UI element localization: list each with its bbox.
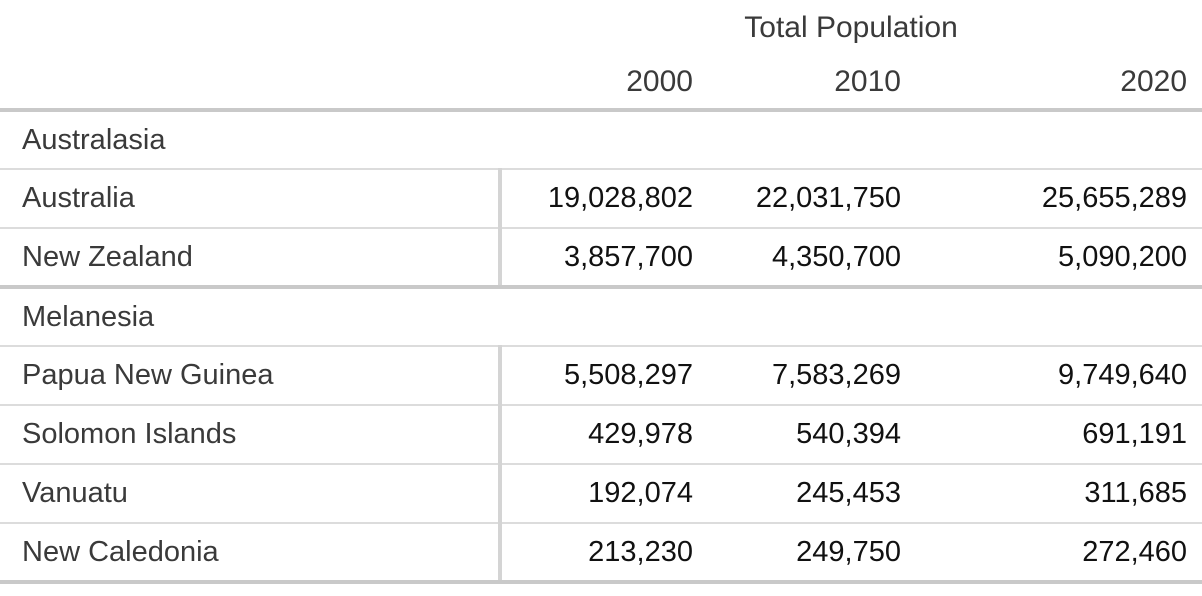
cell-value: 429,978	[498, 405, 708, 465]
cell-value: 245,453	[708, 464, 916, 524]
column-header-2020: 2020	[916, 55, 1202, 112]
row-label: Vanuatu	[0, 464, 500, 524]
cell-value: 9,749,640	[916, 346, 1202, 406]
row-label: New Caledonia	[0, 523, 500, 584]
cell-value: 272,460	[916, 523, 1202, 584]
cell-value: 311,685	[916, 464, 1202, 524]
spanning-header-row: Total Population	[0, 0, 1202, 55]
table-header: Total Population 2000 2010 2020	[0, 0, 1202, 112]
row-label-spacer	[0, 55, 500, 112]
cell-value: 691,191	[916, 405, 1202, 465]
cell-value: 540,394	[708, 405, 916, 465]
section-row-australasia: Australasia	[0, 110, 1202, 170]
cell-value: 19,028,802	[498, 169, 708, 229]
table-row: New Zealand 3,857,700 4,350,700 5,090,20…	[0, 228, 1202, 289]
row-label: New Zealand	[0, 228, 500, 289]
section-row-melanesia: Melanesia	[0, 287, 1202, 347]
table-row: Solomon Islands 429,978 540,394 691,191	[0, 405, 1202, 465]
cell-value: 4,350,700	[708, 228, 916, 289]
cell-value: 25,655,289	[916, 169, 1202, 229]
table-body: Australasia Australia 19,028,802 22,031,…	[0, 110, 1202, 584]
year-header-row: 2000 2010 2020	[0, 55, 1202, 112]
table-row: New Caledonia 213,230 249,750 272,460	[0, 523, 1202, 584]
table-row: Papua New Guinea 5,508,297 7,583,269 9,7…	[0, 346, 1202, 406]
cell-value: 7,583,269	[708, 346, 916, 406]
population-table: Total Population 2000 2010 2020 Australa…	[0, 0, 1202, 584]
cell-value: 192,074	[498, 464, 708, 524]
section-label: Australasia	[0, 110, 1202, 170]
section-label: Melanesia	[0, 287, 1202, 347]
table-row: Australia 19,028,802 22,031,750 25,655,2…	[0, 169, 1202, 229]
column-header-2000: 2000	[500, 55, 708, 112]
table-row: Vanuatu 192,074 245,453 311,685	[0, 464, 1202, 524]
cell-value: 5,508,297	[498, 346, 708, 406]
cell-value: 213,230	[498, 523, 708, 584]
cell-value: 3,857,700	[498, 228, 708, 289]
row-label: Papua New Guinea	[0, 346, 500, 406]
column-header-2010: 2010	[708, 55, 916, 112]
cell-value: 5,090,200	[916, 228, 1202, 289]
cell-value: 22,031,750	[708, 169, 916, 229]
cell-value: 249,750	[708, 523, 916, 584]
row-label: Australia	[0, 169, 500, 229]
row-label: Solomon Islands	[0, 405, 500, 465]
corner-spacer	[0, 0, 500, 55]
table-title: Total Population	[744, 10, 958, 44]
